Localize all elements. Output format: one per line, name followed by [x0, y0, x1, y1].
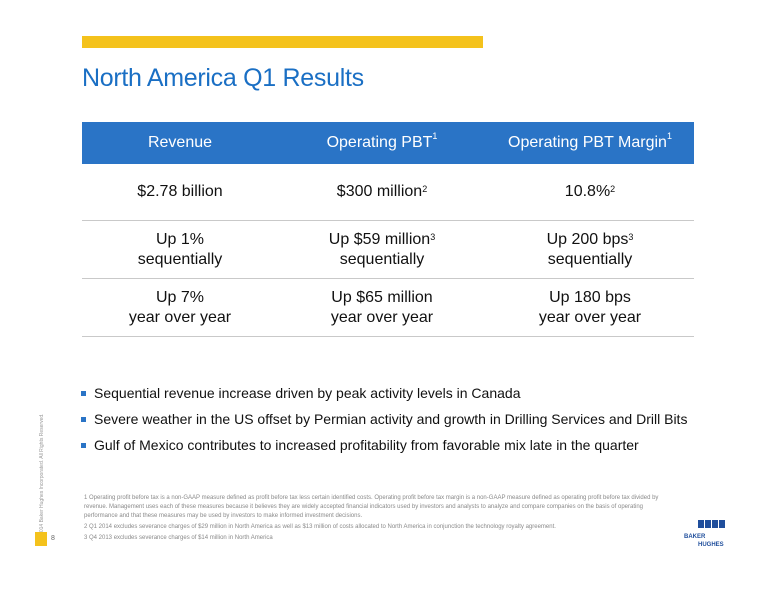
baker-hughes-logo: BAKER HUGHES	[684, 520, 725, 548]
header-operating-pbt: Operating PBT1	[278, 122, 486, 164]
bullet-list: Sequential revenue increase driven by pe…	[80, 383, 687, 461]
footnotes: 1 Operating profit before tax is a non-G…	[84, 494, 674, 545]
table-cell: Up 180 bps year over year	[486, 278, 694, 337]
slide-title: North America Q1 Results	[82, 64, 364, 92]
table-cell: 10.8%2	[486, 164, 694, 221]
copyright-notice: © 2014 Baker Hughes Incorporated. All Ri…	[39, 413, 45, 540]
bullet-item: Sequential revenue increase driven by pe…	[80, 383, 687, 409]
header-revenue: Revenue	[82, 122, 278, 164]
footnote-3: 3 Q4 2013 excludes severance charges of …	[84, 535, 273, 541]
table-row: $2.78 billion $300 million2 10.8%2	[82, 164, 694, 221]
page-number: 8	[51, 535, 55, 542]
table-cell: Up $59 million3 sequentially	[278, 220, 486, 279]
table-header-row: Revenue Operating PBT1 Operating PBT Mar…	[82, 122, 694, 164]
table-cell: Up $65 million year over year	[278, 278, 486, 337]
table-cell: Up 1% sequentially	[82, 220, 278, 279]
table-row: Up 1% sequentially Up $59 million3 sequent…	[82, 220, 694, 279]
svg-text:HUGHES: HUGHES	[698, 542, 724, 548]
results-table: Revenue Operating PBT1 Operating PBT Mar…	[82, 122, 694, 337]
header-operating-pbt-margin: Operating PBT Margin1	[486, 122, 694, 164]
svg-text:BAKER: BAKER	[684, 534, 706, 540]
table-row: Up 7% year over year Up $65 million year o…	[82, 278, 694, 337]
table-cell: Up 7% year over year	[82, 278, 278, 337]
page-number-marker	[35, 532, 47, 546]
bullet-item: Severe weather in the US offset by Permi…	[80, 409, 687, 435]
table-cell: $2.78 billion	[82, 164, 278, 221]
table-cell: Up 200 bps3 sequentially	[486, 220, 694, 279]
footnote-2: 2 Q1 2014 excludes severance charges of …	[84, 524, 556, 530]
bullet-item: Gulf of Mexico contributes to increased …	[80, 435, 687, 461]
accent-bar	[82, 36, 483, 48]
table-cell: $300 million2	[278, 164, 486, 221]
footnote-1: 1 Operating profit before tax is a non-G…	[84, 495, 659, 519]
